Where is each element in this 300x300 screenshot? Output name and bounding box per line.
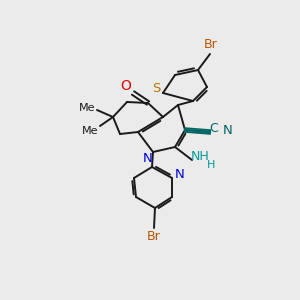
Text: N: N: [223, 124, 233, 137]
Text: Br: Br: [204, 38, 218, 50]
Text: Me: Me: [82, 126, 98, 136]
Text: NH: NH: [190, 151, 209, 164]
Text: Me: Me: [79, 103, 95, 113]
Text: S: S: [152, 82, 160, 94]
Text: H: H: [207, 160, 215, 170]
Text: Br: Br: [147, 230, 161, 244]
Text: N: N: [175, 169, 185, 182]
Text: O: O: [121, 79, 131, 93]
Text: N: N: [143, 152, 153, 164]
Text: C: C: [210, 122, 218, 136]
